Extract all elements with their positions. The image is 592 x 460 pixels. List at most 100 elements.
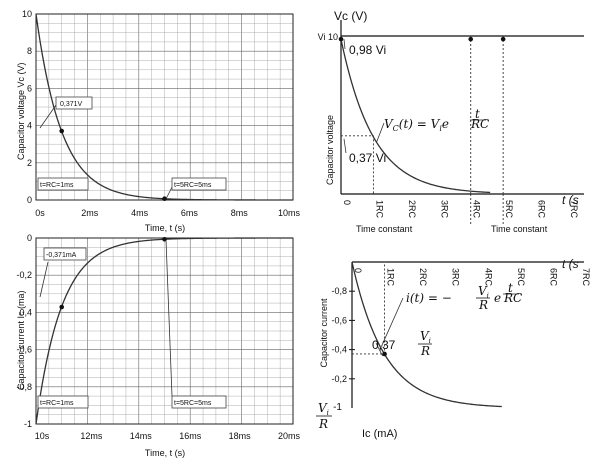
x-tick-label: 3RC <box>439 200 449 219</box>
br-ylabel: Capacitor current <box>319 298 329 368</box>
panel-current-rc: 0 1RC 2RC 3RC 4RC 5RC 6RC 7RC -0,2 -0,4 -0,6 -0,8 t… <box>316 257 591 440</box>
svg-text:0,37: 0,37 <box>372 338 396 352</box>
svg-text:0,371V: 0,371V <box>60 101 83 108</box>
svg-text:e: e <box>494 291 501 305</box>
svg-text:R: R <box>318 417 328 431</box>
y-tick-label: -0,8 <box>331 286 347 296</box>
tr-timeconst-1: Time constant <box>356 224 413 234</box>
x-tick-label: 6ms <box>181 208 199 218</box>
y-tick-label: 10 <box>22 9 32 19</box>
y-tick-label: 0 <box>27 195 32 205</box>
tr-037-pointer <box>343 138 347 154</box>
tr-equation: VC(t) = Vie t RC <box>384 107 489 133</box>
y-tick-label: 0,4 <box>19 307 32 317</box>
br-series-line <box>351 261 502 408</box>
y-tick-label: Vi 10 <box>318 32 338 42</box>
x-tick-label: 5RC <box>516 268 526 287</box>
x-tick-label: 2RC <box>418 268 428 287</box>
tr-y-title: Vc (V) <box>334 9 367 23</box>
y-tick-label: -0,8 <box>16 382 32 392</box>
svg-text:-0,371mA: -0,371mA <box>46 252 77 259</box>
tl-xlabel: Time, t (s) <box>145 223 185 233</box>
x-tick-label: 1RC <box>374 200 384 219</box>
svg-text:R: R <box>478 298 488 312</box>
x-tick-label: 8ms <box>231 208 249 218</box>
tr-098-label: 0,98 Vi <box>349 43 386 57</box>
x-tick-label: 4RC <box>483 268 493 287</box>
svg-text:R: R <box>420 344 430 358</box>
br-tick-labels: 0 1RC 2RC 3RC 4RC 5RC 6RC 7RC -0,2 -0,4 -0,6 -0,8 <box>331 268 591 384</box>
x-tick-label: 10s <box>35 431 50 441</box>
svg-text:Vi: Vi <box>420 329 431 345</box>
bl-callout-5rc: t=5RC=5ms <box>165 239 227 409</box>
tr-098-pointer <box>343 39 346 50</box>
svg-text:t=5RC=5ms: t=5RC=5ms <box>174 400 212 407</box>
x-tick-label: 7RC <box>569 200 579 219</box>
svg-text:VC(t) = Vie: VC(t) = Vie <box>384 117 449 133</box>
tr-timeconst-2: Time constant <box>491 224 548 234</box>
x-tick-label: 6RC <box>548 268 558 287</box>
y-tick-label: -0,2 <box>16 270 32 280</box>
br-minus1: -1 <box>333 402 342 413</box>
tl-markers <box>59 128 167 201</box>
y-tick-label: -0,6 <box>331 315 347 325</box>
br-037-pointer <box>375 342 383 357</box>
x-tick-label: 12ms <box>80 431 103 441</box>
br-y-title: Iᴄ (mA) <box>362 428 397 440</box>
bl-tick-labels: 10s 12ms 14ms 16ms 18ms 20ms 0 -0,2 0,4 -0,6 -0,8 -… <box>16 233 300 441</box>
svg-text:RC: RC <box>503 291 522 305</box>
y-tick-label: -1 <box>24 419 32 429</box>
svg-text:t=RC=1ms: t=RC=1ms <box>40 400 74 407</box>
svg-text:t: t <box>508 281 513 295</box>
tr-tick-labels: 0 1RC 2RC 3RC 4RC 5RC 6RC 7RC Vi 10 <box>318 32 579 219</box>
panel-capacitor-current-ms: 10s 12ms 14ms 16ms 18ms 20ms 0 -0,2 0,4 -0,6 -0,8 -… <box>16 233 301 458</box>
bl-xlabel: Time, t (s) <box>145 448 185 458</box>
x-tick-label: 5RC <box>504 200 514 219</box>
x-tick-label: 6RC <box>537 200 547 219</box>
tl-callout-rc: t=RC=1ms <box>37 177 89 191</box>
bl-callout-0371ma: -0,371mA <box>39 247 87 298</box>
tr-037-label: 0,37 Vi <box>349 151 386 165</box>
svg-text:Vi: Vi <box>318 401 329 417</box>
svg-text:t=RC=1ms: t=RC=1ms <box>40 182 74 189</box>
tl-callout-5rc: t=5RC=5ms <box>165 177 227 200</box>
x-tick-label: 2ms <box>81 208 99 218</box>
tr-x-title: t (s <box>562 193 579 207</box>
br-037-label: 0,37 Vi R <box>372 329 432 358</box>
x-tick-label: 0s <box>35 208 45 218</box>
y-tick-label: 2 <box>27 158 32 168</box>
br-equation: i(t) = − Vi R e t RC <box>406 281 522 312</box>
br-markers <box>382 351 387 357</box>
br-x-title: t (s <box>562 257 579 271</box>
y-tick-label: 0 <box>27 233 32 243</box>
data-point-0 <box>382 351 387 357</box>
x-tick-label: 10ms <box>278 208 301 218</box>
data-point-2 <box>500 36 506 42</box>
x-tick-label: 4RC <box>472 200 482 219</box>
tr-series-line <box>340 39 491 194</box>
x-tick-label: 1RC <box>386 268 396 287</box>
x-tick-label: 14ms <box>130 431 153 441</box>
data-point-0 <box>59 304 64 310</box>
y-tick-label: -0,6 <box>16 345 32 355</box>
x-tick-label: 0 <box>342 200 352 205</box>
svg-text:t: t <box>475 107 480 121</box>
tl-ylabel: Capacitor voltage Vᴄ (V) <box>16 62 26 160</box>
br-vi-over-r: Vi R <box>316 401 332 431</box>
x-tick-label: 7RC <box>581 268 591 287</box>
y-tick-label: 8 <box>27 46 32 56</box>
bl-ylabel: Capacitor current Iᴄ (ma) <box>16 290 26 390</box>
tr-eq-pointer <box>376 122 385 143</box>
x-tick-label: 3RC <box>451 268 461 287</box>
x-tick-label: 16ms <box>179 431 202 441</box>
data-point-0 <box>338 36 344 42</box>
x-tick-label: 4ms <box>131 208 149 218</box>
data-point-1 <box>162 196 167 201</box>
br-eq-pointer <box>380 297 404 347</box>
x-tick-label: 20ms <box>278 431 301 441</box>
y-tick-label: -0,4 <box>331 345 347 355</box>
data-point-1 <box>468 36 474 42</box>
tr-markers <box>338 36 506 42</box>
